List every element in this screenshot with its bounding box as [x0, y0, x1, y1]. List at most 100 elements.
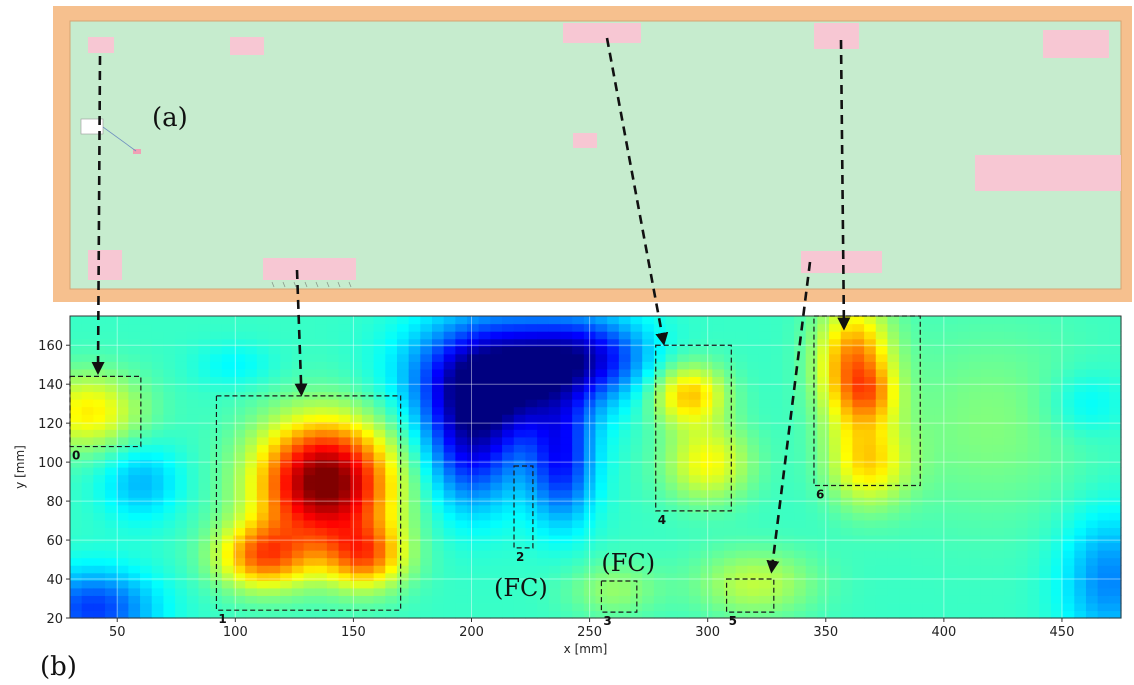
heatmap-cell	[385, 436, 398, 445]
heatmap-cell	[1015, 406, 1029, 415]
heatmap-cell	[1074, 587, 1087, 596]
heatmap-cell	[1050, 399, 1064, 408]
heatmap-cell	[1027, 542, 1040, 551]
heatmap-cell	[537, 504, 550, 513]
heatmap-cell	[163, 323, 176, 332]
heatmap-cell	[525, 527, 538, 536]
heatmap-cell	[875, 610, 889, 619]
heatmap-cell	[572, 550, 585, 559]
heatmap-cell	[747, 602, 760, 612]
heatmap-cell	[128, 316, 141, 325]
heatmap-cell	[712, 414, 725, 423]
heatmap-cell	[81, 331, 94, 340]
heatmap-cell	[782, 527, 795, 536]
heatmap-cell	[116, 346, 129, 355]
heatmap-cell	[1004, 391, 1017, 400]
heatmap-cell	[992, 414, 1005, 423]
heatmap-cell	[770, 519, 783, 528]
heatmap-cell	[677, 444, 690, 453]
heatmap-cell	[1062, 542, 1075, 551]
heatmap-cell	[980, 482, 994, 491]
heatmap-cell	[910, 572, 924, 581]
heatmap-cell	[595, 368, 608, 377]
heatmap-cell	[840, 376, 854, 385]
heatmap-cell	[1074, 504, 1087, 513]
heatmap-cell	[829, 610, 842, 619]
heatmap-cell	[595, 444, 608, 453]
heatmap-cell	[105, 550, 118, 559]
heatmap-cell	[116, 421, 129, 430]
heatmap-cell	[700, 361, 713, 370]
heatmap-cell	[548, 331, 562, 340]
heatmap-cell	[326, 580, 340, 589]
heatmap-cell	[723, 459, 737, 468]
heatmap-cell	[864, 557, 877, 566]
heatmap-cell	[93, 361, 106, 370]
heatmap-cell	[992, 467, 1005, 476]
heatmap-cell	[770, 587, 783, 596]
heatmap-cell	[303, 338, 316, 347]
heatmap-cell	[653, 504, 667, 513]
heatmap-cell	[198, 353, 211, 362]
heatmap-cell	[268, 361, 281, 370]
heatmap-cell	[852, 406, 865, 415]
heatmap-cell	[443, 610, 456, 619]
heatmap-cell	[665, 580, 678, 589]
heatmap-cell	[653, 542, 667, 551]
heatmap-cell	[1074, 595, 1087, 604]
heatmap-cell	[653, 406, 667, 415]
heatmap-cell	[572, 353, 585, 362]
heatmap-cell	[490, 346, 503, 355]
heatmap-cell	[934, 353, 947, 362]
heatmap-cell	[899, 565, 912, 574]
heatmap-cell	[899, 338, 912, 347]
heatmap-cell	[723, 474, 737, 483]
heatmap-cell	[408, 497, 421, 506]
heatmap-cell	[945, 504, 959, 513]
heatmap-cell	[116, 489, 129, 498]
heatmap-cell	[1109, 429, 1122, 438]
heatmap-cell	[245, 497, 258, 506]
heatmap-cell	[175, 383, 188, 393]
heatmap-cell	[221, 383, 235, 393]
heatmap-cell	[899, 361, 912, 370]
heatmap-cell	[747, 399, 760, 408]
heatmap-cell	[630, 572, 643, 581]
heatmap-cell	[338, 602, 351, 612]
heatmap-cell	[1050, 467, 1064, 476]
heatmap-cell	[163, 587, 176, 596]
heatmap-cell	[1039, 489, 1052, 498]
heatmap-cell	[210, 391, 223, 400]
heatmap-cell	[665, 467, 678, 476]
heatmap-cell	[291, 542, 305, 551]
heatmap-cell	[817, 346, 830, 355]
heatmap-cell	[794, 489, 807, 498]
heatmap-cell	[70, 399, 83, 408]
heatmap-cell	[291, 580, 305, 589]
heatmap-cell	[151, 550, 165, 559]
heatmap-cell	[829, 346, 842, 355]
heatmap-cell	[443, 361, 456, 370]
heatmap-cell	[525, 436, 538, 445]
heatmap-cell	[70, 323, 83, 332]
heatmap-cell	[513, 534, 527, 544]
heatmap-cell	[945, 550, 959, 559]
heatmap-cell	[1085, 474, 1099, 483]
heatmap-cell	[829, 550, 842, 559]
heatmap-cell	[81, 489, 94, 498]
heatmap-cell	[957, 383, 970, 393]
heatmap-cell	[899, 406, 912, 415]
heatmap-cell	[140, 361, 153, 370]
heatmap-cell	[478, 383, 491, 393]
heatmap-cell	[455, 565, 468, 574]
heatmap-cell	[221, 467, 235, 476]
heatmap-cell	[770, 399, 783, 408]
heatmap-cell	[81, 338, 94, 347]
heatmap-cell	[980, 338, 994, 347]
heatmap-cell	[537, 489, 550, 498]
heatmap-cell	[502, 361, 515, 370]
heatmap-cell	[992, 376, 1005, 385]
heatmap-cell	[116, 512, 129, 521]
heatmap-cell	[572, 346, 585, 355]
heatmap-cell	[910, 557, 924, 566]
